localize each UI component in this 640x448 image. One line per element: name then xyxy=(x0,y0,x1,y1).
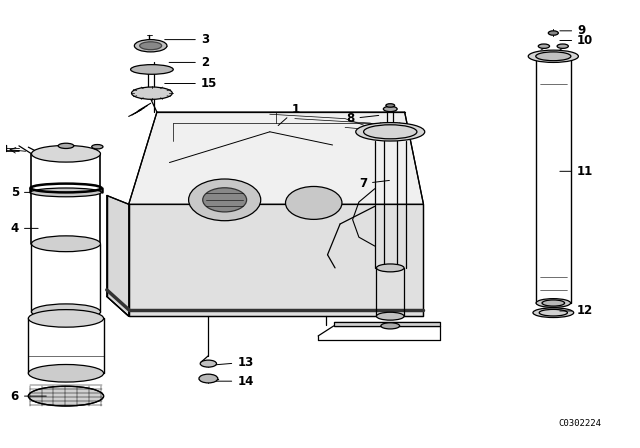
Ellipse shape xyxy=(386,103,395,107)
Ellipse shape xyxy=(533,308,573,318)
Text: 4: 4 xyxy=(11,222,38,235)
Ellipse shape xyxy=(134,39,167,52)
Ellipse shape xyxy=(132,87,172,99)
Text: 8: 8 xyxy=(346,112,379,125)
Text: 14: 14 xyxy=(211,375,253,388)
Ellipse shape xyxy=(31,304,100,320)
Text: 13: 13 xyxy=(211,356,253,369)
Ellipse shape xyxy=(528,50,579,62)
Ellipse shape xyxy=(536,299,571,307)
Ellipse shape xyxy=(140,42,162,50)
Text: 15: 15 xyxy=(164,77,217,90)
Polygon shape xyxy=(129,204,424,316)
Polygon shape xyxy=(107,195,129,316)
Ellipse shape xyxy=(356,123,425,141)
Text: 10: 10 xyxy=(560,34,593,47)
Ellipse shape xyxy=(383,106,397,112)
Ellipse shape xyxy=(189,179,260,221)
Text: 6: 6 xyxy=(11,390,46,403)
Ellipse shape xyxy=(31,236,100,252)
Ellipse shape xyxy=(31,188,101,197)
Ellipse shape xyxy=(28,310,104,327)
Ellipse shape xyxy=(542,300,564,306)
Ellipse shape xyxy=(285,186,342,220)
Text: C0302224: C0302224 xyxy=(558,419,602,428)
Text: 11: 11 xyxy=(560,165,593,178)
Ellipse shape xyxy=(28,365,104,382)
Ellipse shape xyxy=(536,52,571,60)
Ellipse shape xyxy=(31,146,100,162)
Ellipse shape xyxy=(199,374,218,383)
Text: 9: 9 xyxy=(560,24,586,37)
Polygon shape xyxy=(129,112,424,204)
Text: 12: 12 xyxy=(560,305,593,318)
Ellipse shape xyxy=(131,65,173,74)
Ellipse shape xyxy=(548,31,558,35)
Text: 1: 1 xyxy=(278,103,300,125)
Ellipse shape xyxy=(381,323,399,329)
Ellipse shape xyxy=(538,44,550,48)
Ellipse shape xyxy=(200,360,216,367)
Text: 7: 7 xyxy=(359,177,389,190)
Ellipse shape xyxy=(376,264,404,272)
Ellipse shape xyxy=(376,312,404,320)
Text: 3: 3 xyxy=(164,33,209,46)
Ellipse shape xyxy=(557,44,568,48)
Ellipse shape xyxy=(203,188,246,212)
Ellipse shape xyxy=(92,145,103,149)
Ellipse shape xyxy=(28,386,104,406)
Text: 2: 2 xyxy=(169,56,209,69)
Text: 5: 5 xyxy=(11,186,42,199)
Polygon shape xyxy=(334,323,440,326)
Ellipse shape xyxy=(58,143,74,148)
